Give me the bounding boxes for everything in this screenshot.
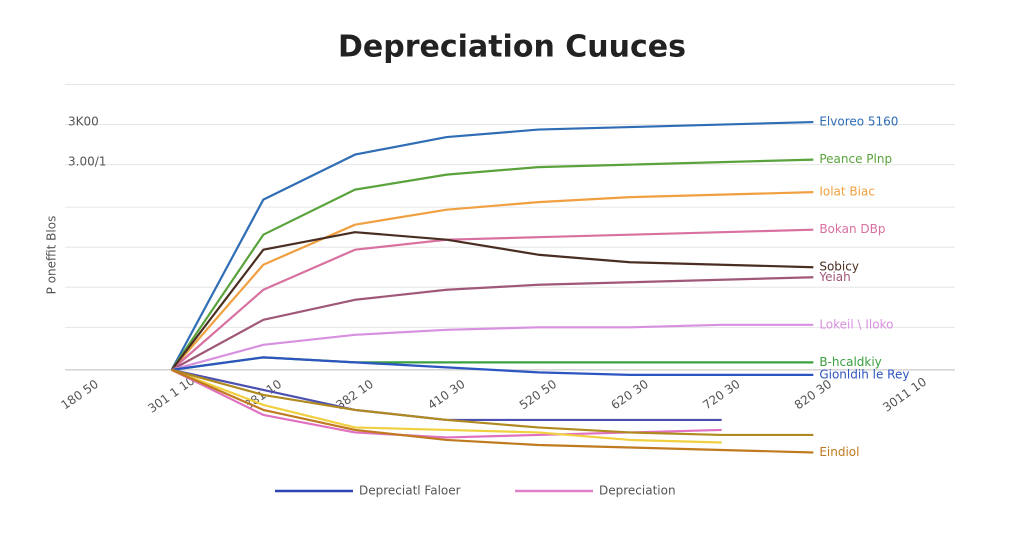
series-line: [171, 276, 814, 371]
series-line: [170, 231, 814, 371]
series-end-label: Peance Plnp: [819, 152, 892, 166]
legend-label: Depreciation: [599, 484, 676, 498]
series-line: [171, 368, 722, 444]
series-end-label: Yeiah: [818, 270, 850, 284]
series-line: [170, 158, 814, 371]
series-line: [170, 228, 814, 371]
series-line: [170, 191, 814, 371]
y-tick-label: 3.00/1: [68, 155, 106, 169]
chart-title: Depreciation Cuuces: [338, 30, 686, 65]
series-end-label: Bokan DBp: [819, 222, 885, 236]
y-tick-label: 3K00: [68, 115, 99, 129]
series-end-label: Sobicy: [819, 260, 859, 274]
series-line: [171, 368, 814, 454]
y-axis-label: P oneffit Blos: [45, 216, 59, 295]
series-end-label: B-hcaldkiy: [819, 355, 881, 369]
series-end-label: Eindiol: [819, 445, 859, 459]
series-end-label: Elvoreo 5160: [819, 115, 898, 129]
series-end-label: Iolat Biac: [819, 185, 875, 199]
series-line: [170, 120, 814, 371]
legend-label: Depreciatl Faloer: [359, 484, 461, 498]
series-line: [171, 368, 814, 437]
series-line: [171, 356, 814, 376]
series-end-label: Lokeil \ Iloko: [819, 317, 893, 331]
series-line: [171, 323, 814, 371]
series-end-label: Gionldih le Rey: [819, 367, 909, 381]
